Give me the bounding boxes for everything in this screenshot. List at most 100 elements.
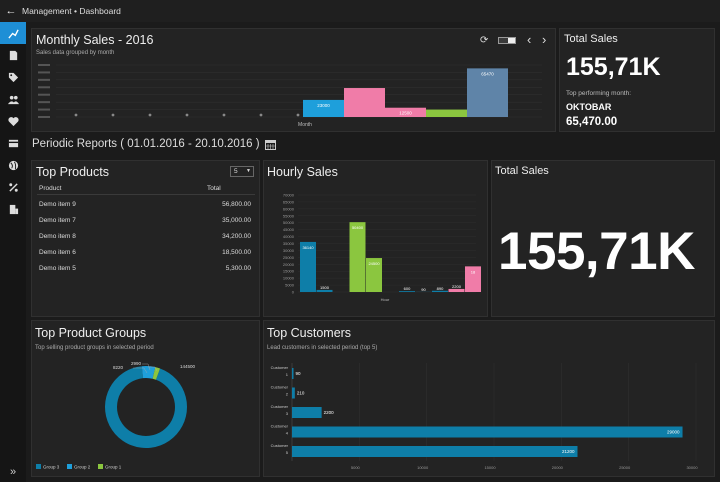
y-tick-mark [38, 93, 50, 96]
customer-bar [292, 368, 294, 379]
legend-swatch [98, 464, 103, 469]
table-row[interactable]: Demo item 8 34,200.00 [37, 229, 255, 245]
hourly-title: Hourly Sales [267, 165, 338, 179]
col-product: Product [39, 185, 62, 192]
nav-documents[interactable] [0, 44, 26, 66]
groups-subtitle: Top selling product groups in selected p… [35, 345, 154, 351]
nav-favorites[interactable] [0, 110, 26, 132]
bar-value-label: 12500 [399, 111, 412, 116]
total-sales-big-title: Total Sales [495, 165, 549, 177]
back-arrow-icon[interactable]: ← [5, 5, 17, 17]
title-bar: ← Management • Dashboard [0, 0, 720, 22]
col-total: Total [207, 185, 221, 192]
table-row[interactable]: Demo item 5 5,300.00 [37, 261, 255, 277]
total-sales-value: 155,71K [566, 53, 661, 81]
product-name: Demo item 5 [39, 265, 76, 272]
nav-chart[interactable] [0, 22, 26, 44]
y-tick-label: 5000 [285, 283, 295, 288]
monthly-sales-chart: 23000 12500 65470 Month [38, 64, 542, 128]
y-tick-label: 45000 [283, 227, 295, 232]
nav-people[interactable] [0, 88, 26, 110]
total-sales-summary: Total Sales 155,71K Top performing month… [559, 28, 715, 132]
x-axis-label: Hour [381, 297, 390, 302]
bar-value-label: 36140 [302, 245, 314, 250]
product-total: 34,200.00 [222, 233, 251, 240]
month-bar [344, 88, 385, 117]
product-name: Demo item 9 [39, 201, 76, 208]
top-month-value: 65,470.00 [566, 116, 618, 128]
y-tick-label: 70000 [283, 193, 295, 198]
monthly-title: Monthly Sales - 2016 [36, 33, 154, 47]
count-select[interactable]: 5 ▼ [230, 166, 254, 177]
legend-swatch [67, 464, 72, 469]
view-toggle[interactable] [498, 37, 516, 44]
next-icon[interactable]: › [542, 32, 547, 47]
bar-value-label: 890 [437, 286, 444, 291]
y-tick-label: 55000 [283, 213, 295, 218]
top-customers-panel: Top Customers Lead customers in selected… [263, 320, 715, 477]
customer-label-number: 1 [286, 372, 289, 377]
nav-tags[interactable] [0, 66, 26, 88]
top-customers-chart: 5000 10000 15000 20000 25000 30000 Customer 1 90… [271, 363, 698, 470]
slice-value-label: 8220 [113, 365, 124, 370]
customer-bar [292, 387, 295, 399]
top-products-panel: Top Products 5 ▼ Product Total Demo item … [31, 160, 260, 317]
y-tick-label: 0 [292, 290, 295, 295]
pie-slice [141, 366, 156, 379]
expand-menu-icon[interactable]: » [9, 466, 17, 478]
nav-regions[interactable] [0, 154, 26, 176]
products-table-header: Product Total [37, 183, 255, 195]
y-tick-label: 20000 [283, 262, 295, 267]
month-bar [467, 68, 508, 117]
card-icon [8, 139, 18, 147]
empty-month-marker [185, 113, 189, 117]
building-icon [9, 204, 18, 214]
count-select-value: 5 [234, 168, 238, 175]
y-tick-mark [38, 78, 50, 81]
chart-icon [7, 29, 19, 39]
y-tick-label: 25000 [283, 255, 295, 260]
table-row[interactable]: Demo item 7 35,000.00 [37, 213, 255, 229]
pie-slice [152, 367, 161, 380]
customer-label-number: 3 [286, 411, 289, 416]
hour-bar [366, 258, 382, 292]
hour-bar [316, 289, 333, 292]
total-sales-big-value: 155,71K [498, 222, 695, 281]
hourly-sales-chart: 7000065000600005500050000450004000035000… [283, 193, 481, 302]
customer-label: Customer [271, 404, 289, 409]
y-tick-label: 65000 [283, 199, 295, 204]
customer-label: Customer [271, 365, 289, 370]
bar-value-label: 90 [296, 371, 302, 376]
table-row[interactable]: Demo item 6 18,500.00 [37, 245, 255, 261]
total-sales-title: Total Sales [564, 33, 618, 45]
table-row[interactable]: Demo item 9 56,800.00 [37, 197, 255, 213]
customer-label: Customer [271, 424, 289, 429]
monthly-sales-panel: Monthly Sales - 2016 Sales data grouped … [31, 28, 556, 132]
tag-icon [8, 72, 18, 82]
refresh-icon[interactable]: ⟳ [480, 35, 489, 46]
empty-month-marker [111, 113, 115, 117]
x-tick-label: 5000 [351, 465, 361, 470]
product-name: Demo item 6 [39, 249, 76, 256]
nav-payments[interactable] [0, 132, 26, 154]
product-name: Demo item 7 [39, 217, 76, 224]
customers-title: Top Customers [267, 326, 352, 340]
legend-swatch [36, 464, 41, 469]
top-products-title: Top Products [36, 165, 109, 179]
nav-company[interactable] [0, 198, 26, 220]
bar-value-label: 210 [297, 391, 305, 396]
hour-bar [465, 266, 481, 292]
y-tick-label: 35000 [283, 241, 295, 246]
x-tick-label: 30000 [686, 465, 698, 470]
calendar-icon[interactable] [264, 139, 276, 150]
bar-value-label: 18 [471, 269, 476, 274]
x-tick-label: 25000 [619, 465, 631, 470]
x-axis-label: Month [298, 122, 312, 128]
product-total: 5,300.00 [225, 265, 251, 272]
prev-icon[interactable]: ‹ [527, 32, 532, 47]
empty-month-marker [296, 113, 300, 117]
y-tick-mark [38, 108, 50, 111]
nav-discounts[interactable] [0, 176, 26, 198]
bar-value-label: 600 [404, 286, 411, 291]
empty-month-marker [148, 113, 152, 117]
